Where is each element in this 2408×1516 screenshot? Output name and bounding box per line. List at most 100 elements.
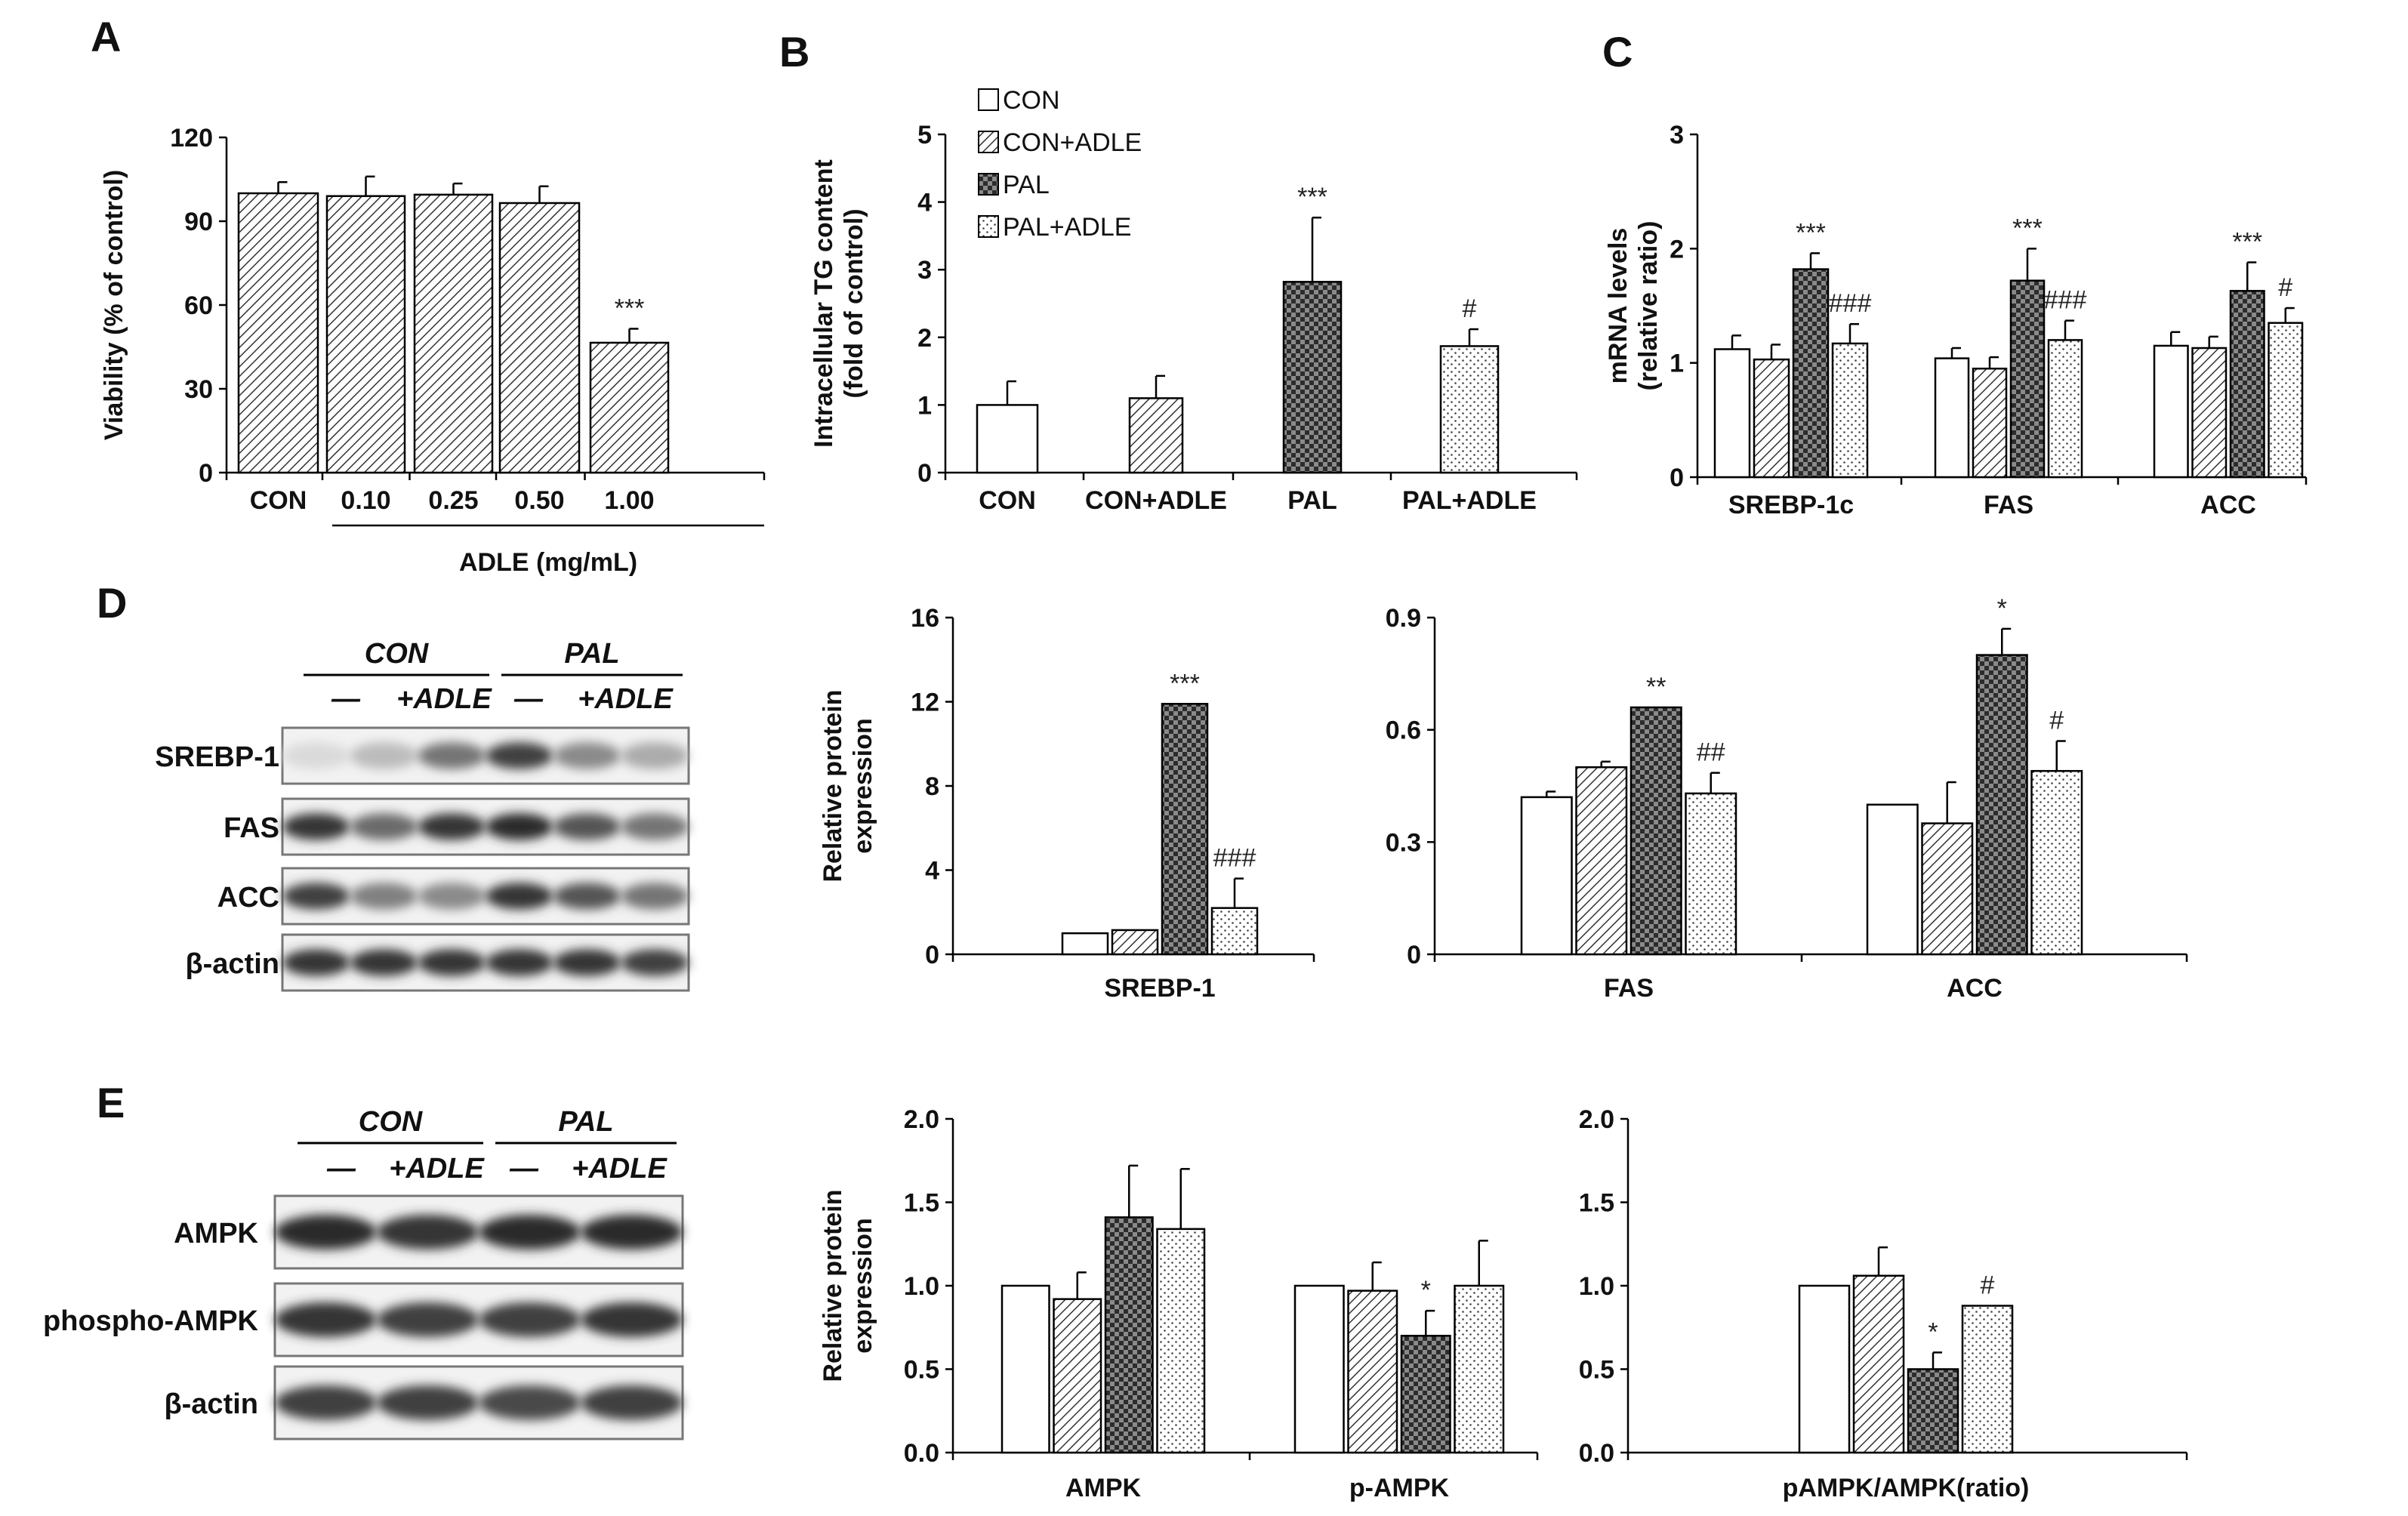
- blot-band: [418, 949, 486, 976]
- western-blot-e: CON PAL — +ADLE — +ADLE AMPK phospho-AMPK β-acti…: [43, 1106, 684, 1441]
- y-tick-label: 0: [917, 459, 932, 488]
- blot-band: [350, 742, 418, 769]
- panel-letter-e: E: [97, 1079, 125, 1126]
- legend-item-pal: PAL: [978, 171, 1050, 199]
- bar-con-adle: [589, 341, 670, 474]
- blot-band: [418, 813, 486, 840]
- y-tick-label: 0.5: [904, 1356, 939, 1385]
- x-category-label: pAMPK/AMPK(ratio): [1783, 1474, 2030, 1502]
- y-tick-label: 2.0: [904, 1105, 939, 1134]
- bar-con: [1866, 803, 1919, 956]
- legend-item-con: CON: [978, 86, 1060, 115]
- x-category-label: ACC: [1947, 974, 2003, 1003]
- legend: CON CON+ADLE PAL PAL+ADLE: [978, 86, 1142, 242]
- y-tick-label: 0.0: [1579, 1439, 1614, 1468]
- legend-label-con: CON: [1003, 86, 1060, 115]
- y-tick-label: 0.6: [1386, 716, 1421, 745]
- blot-band: [479, 1302, 581, 1338]
- y-tick-label: 0: [925, 941, 939, 969]
- y-tick-label: 1.5: [1579, 1189, 1614, 1218]
- x-category-label: SREBP-1c: [1728, 491, 1854, 519]
- blot-band: [486, 949, 553, 976]
- x-category-label: 1.00: [604, 486, 654, 515]
- y-tick-label: 120: [170, 124, 213, 153]
- bar-con: [1061, 932, 1109, 956]
- y-tick-label: 0: [199, 459, 213, 488]
- y-tick-label: 0.9: [1386, 604, 1421, 633]
- bar-pal: [1975, 654, 2028, 956]
- x-category-label: p-AMPK: [1349, 1474, 1450, 1502]
- bar-con: [1520, 796, 1573, 956]
- western-blot-d: CON PAL — +ADLE — +ADLE SREBP-1 FAS ACC β-actin: [155, 638, 690, 992]
- y-axis-title: Intracellular TG content: [809, 159, 838, 448]
- significance-label: ***: [615, 294, 645, 322]
- y-tick-label: 0.3: [1386, 828, 1421, 857]
- blot-row-label: β-actin: [185, 948, 279, 980]
- blot-band: [486, 742, 553, 769]
- blot-band: [275, 1385, 377, 1421]
- y-axis-title: expression: [849, 718, 877, 854]
- blot-group-header: CON: [359, 1106, 424, 1138]
- blot-lane-header: +ADLE: [389, 1153, 485, 1185]
- blot-band: [377, 1214, 479, 1250]
- bar-con: [976, 404, 1039, 474]
- blot-band: [553, 813, 621, 840]
- bar-con-adle: [325, 195, 406, 474]
- legend-label-con-adle: CON+ADLE: [1003, 128, 1142, 157]
- bar-con-adle: [1921, 822, 1974, 956]
- significance-label: *: [1928, 1317, 1938, 1346]
- bar-con-adle: [1575, 766, 1628, 956]
- bar-con-adle: [1852, 1274, 1905, 1454]
- bar-pal: [1629, 706, 1682, 956]
- blot-band: [479, 1214, 581, 1250]
- y-tick-label: 1: [917, 391, 932, 420]
- y-tick-label: 0.5: [1579, 1356, 1614, 1385]
- bar-pal: [1282, 281, 1343, 474]
- blot-row-label: AMPK: [174, 1218, 258, 1249]
- legend-swatch-con-adle: [978, 131, 999, 153]
- bar-con: [1293, 1284, 1345, 1454]
- x-category-label: PAL+ADLE: [1402, 486, 1537, 515]
- panel-letter-c: C: [1602, 28, 1633, 75]
- chart-fas-acc-protein: 0 0.3 0.6 0.9 ** ## * # FAS ACC: [1386, 594, 2188, 1003]
- blot-band: [350, 883, 418, 910]
- bar-con-adle: [1753, 358, 1790, 479]
- bar-con-adle: [413, 193, 494, 474]
- blot-band: [621, 949, 689, 976]
- blot-band: [621, 813, 689, 840]
- x-category-label: FAS: [1604, 974, 1654, 1003]
- chart-srebp1-protein: 0 4 8 12 16 Relative protein expression *** ### S…: [819, 604, 1315, 1003]
- bar-con-adle: [1111, 929, 1159, 956]
- x-category-label: CON: [250, 486, 307, 515]
- blot-band: [377, 1302, 479, 1338]
- blot-band: [418, 742, 486, 769]
- panel-letter-d: D: [97, 579, 127, 627]
- blot-row-label: ACC: [217, 882, 279, 914]
- blot-band: [377, 1385, 479, 1421]
- blot-band: [553, 949, 621, 976]
- bar-con: [1001, 1284, 1050, 1454]
- bar-pal: [1104, 1216, 1154, 1454]
- blot-lane-header: —: [331, 683, 361, 715]
- y-tick-label: 1.0: [904, 1272, 939, 1301]
- y-tick-label: 0.0: [904, 1439, 939, 1468]
- blot-band: [418, 883, 486, 910]
- y-tick-label: 1.0: [1579, 1272, 1614, 1301]
- x-category-label: ACC: [2200, 491, 2256, 519]
- bar-con-adle: [237, 192, 319, 474]
- legend-swatch-con: [978, 88, 999, 111]
- blot-group-header: PAL: [564, 638, 619, 670]
- blot-lane-header: —: [509, 1153, 539, 1185]
- y-tick-label: 60: [184, 291, 213, 320]
- y-tick-label: 5: [917, 121, 932, 149]
- significance-label: #: [2049, 707, 2064, 735]
- y-tick-label: 8: [925, 772, 939, 801]
- blot-band: [581, 1302, 683, 1338]
- bar-con-adle: [1128, 397, 1184, 474]
- bar-pal-adle: [1685, 792, 1737, 956]
- bar-pal-adle: [1961, 1305, 2014, 1454]
- y-axis-title: mRNA levels: [1604, 228, 1633, 384]
- bar-pal: [1907, 1368, 1959, 1454]
- bar-con: [1713, 348, 1751, 479]
- x-category-label: PAL: [1287, 486, 1337, 515]
